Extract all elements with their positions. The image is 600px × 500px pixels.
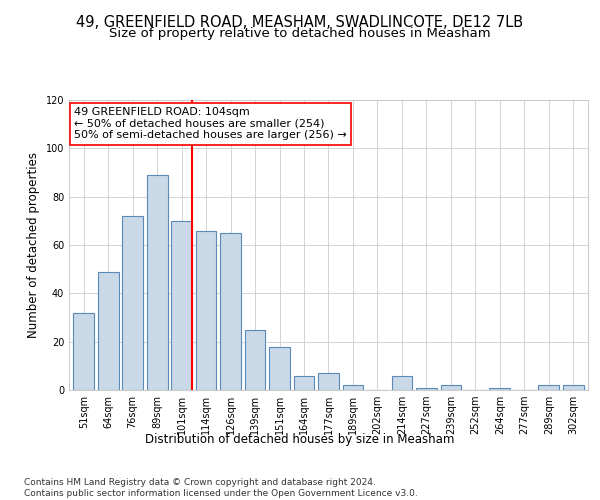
Bar [220,233,241,390]
Bar [563,385,584,390]
Text: 49, GREENFIELD ROAD, MEASHAM, SWADLINCOTE, DE12 7LB: 49, GREENFIELD ROAD, MEASHAM, SWADLINCOT… [76,15,524,30]
Text: Distribution of detached houses by size in Measham: Distribution of detached houses by size … [145,432,455,446]
Bar [73,312,94,390]
Bar [269,346,290,390]
Bar [392,376,412,390]
Bar [416,388,437,390]
Bar [318,373,339,390]
Bar [147,175,167,390]
Bar [538,385,559,390]
Y-axis label: Number of detached properties: Number of detached properties [27,152,40,338]
Bar [440,385,461,390]
Text: Size of property relative to detached houses in Measham: Size of property relative to detached ho… [109,28,491,40]
Bar [122,216,143,390]
Bar [293,376,314,390]
Text: 49 GREENFIELD ROAD: 104sqm
← 50% of detached houses are smaller (254)
50% of sem: 49 GREENFIELD ROAD: 104sqm ← 50% of deta… [74,108,347,140]
Text: Contains HM Land Registry data © Crown copyright and database right 2024.
Contai: Contains HM Land Registry data © Crown c… [24,478,418,498]
Bar [343,385,364,390]
Bar [196,230,217,390]
Bar [98,272,119,390]
Bar [490,388,510,390]
Bar [245,330,265,390]
Bar [171,221,192,390]
